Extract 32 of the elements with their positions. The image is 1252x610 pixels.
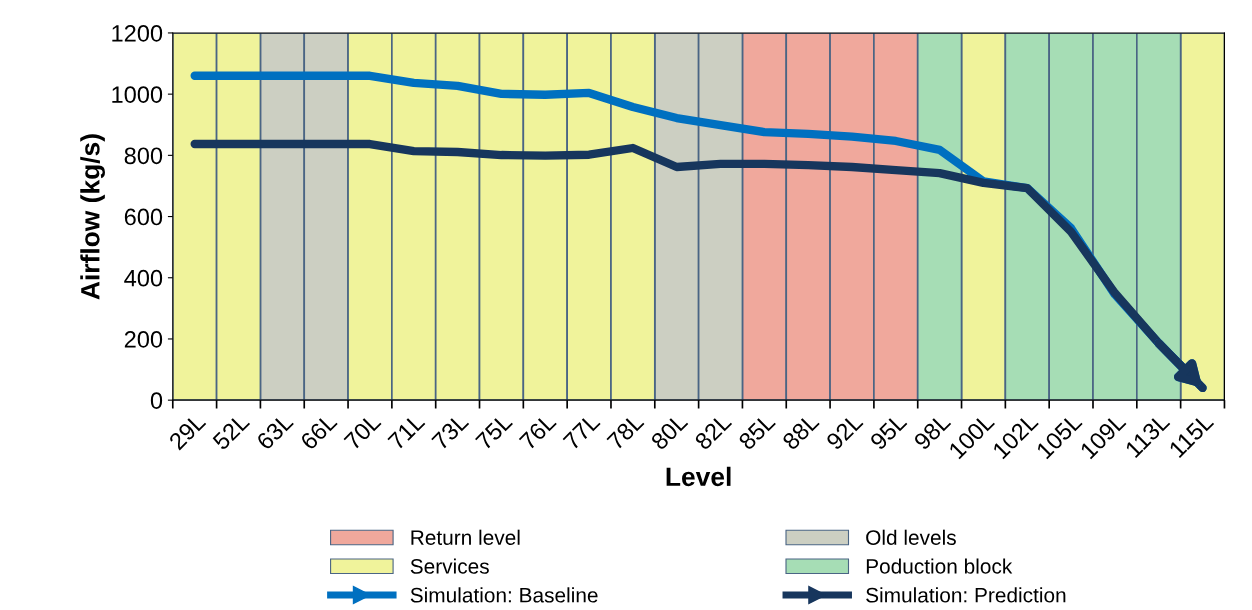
x-tick-label: 76L	[518, 412, 557, 451]
x-tick-label: 95L	[869, 412, 908, 451]
x-tick-label: 71L	[387, 412, 426, 451]
x-tick-label: 63L	[255, 412, 295, 451]
y-tick-label: 1000	[112, 86, 163, 103]
x-tick-label: 82L	[693, 412, 733, 451]
y-tick-label: 0	[150, 392, 163, 409]
x-tick-label: 80L	[650, 412, 689, 451]
legend-label: Services	[410, 558, 489, 574]
y-tick-label: 600	[124, 208, 163, 226]
x-axis-title: Level	[666, 466, 731, 487]
legend-label: Simulation: Baseline	[410, 587, 598, 603]
x-tick-label: 92L	[825, 412, 864, 451]
legend-label: Simulation: Prediction	[866, 587, 1066, 603]
x-tick-label: 77L	[562, 412, 601, 451]
x-tick-label: 73L	[431, 412, 470, 451]
y-tick-label: 400	[124, 269, 163, 287]
y-tick-label: 200	[124, 331, 163, 348]
x-tick-label: 66L	[299, 412, 338, 451]
legend-label: Poduction block	[866, 558, 1013, 574]
legend-label: Return level	[411, 529, 520, 545]
x-tick-label: 75L	[475, 412, 514, 451]
y-tick-label: 800	[124, 147, 163, 165]
x-tick-label: 78L	[606, 412, 645, 451]
x-tick-label: 52L	[211, 412, 251, 451]
x-tick-label: 88L	[781, 412, 820, 451]
y-axis-title: Airflow (kg/s)	[80, 134, 105, 300]
legend-label: Old levels	[866, 529, 956, 545]
y-tick-label: 1200	[112, 25, 163, 42]
x-tick-label: 85L	[737, 412, 777, 451]
x-tick-label: 70L	[343, 412, 382, 451]
x-tick-label: 29L	[168, 412, 207, 451]
